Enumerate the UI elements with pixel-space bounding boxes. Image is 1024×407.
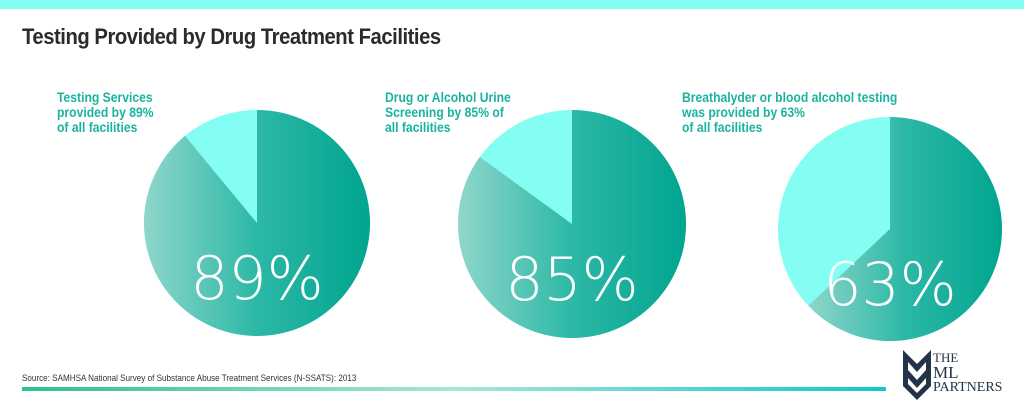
logo-text: PARTNERS bbox=[933, 380, 1003, 395]
caption-line: of all facilities bbox=[682, 120, 763, 135]
pie-caption-1: Testing Services provided by 89% of all … bbox=[57, 90, 154, 135]
bottom-accent-bar bbox=[22, 387, 886, 391]
caption-line: Testing Services bbox=[57, 90, 153, 105]
pie-value-label: 63% bbox=[823, 250, 956, 320]
caption-line: all facilities bbox=[385, 120, 451, 135]
pie-slice-value bbox=[144, 110, 371, 337]
caption-line: Breathalyder or blood alcohol testing bbox=[682, 90, 898, 105]
top-accent-bar bbox=[0, 0, 1024, 9]
pie-caption-2: Drug or Alcohol Urine Screening by 85% o… bbox=[385, 90, 511, 135]
pie-slice-value bbox=[458, 110, 686, 338]
caption-line: Drug or Alcohol Urine bbox=[385, 90, 511, 105]
pie-value-label: 89% bbox=[190, 244, 323, 314]
pie-1: 89% bbox=[144, 110, 371, 337]
pie-value-label: 85% bbox=[505, 245, 638, 315]
caption-line: Screening by 85% of bbox=[385, 105, 504, 120]
pie-2: 85% bbox=[458, 110, 686, 338]
logo-text: THE bbox=[933, 350, 959, 365]
pie-3: 63% bbox=[778, 117, 1003, 341]
caption-line: provided by 89% bbox=[57, 105, 154, 120]
ml-partners-logo: THE ML PARTNERS bbox=[895, 348, 1020, 402]
source-note: Source: SAMHSA National Survey of Substa… bbox=[22, 373, 357, 383]
caption-line: was provided by 63% bbox=[682, 105, 805, 120]
logo-text: ML bbox=[933, 363, 959, 382]
logo-chevron-icon bbox=[903, 350, 931, 400]
page-title: Testing Provided by Drug Treatment Facil… bbox=[22, 24, 441, 49]
caption-line: of all facilities bbox=[57, 120, 138, 135]
pie-slice-value bbox=[808, 117, 1003, 341]
pie-caption-3: Breathalyder or blood alcohol testing wa… bbox=[682, 90, 897, 135]
